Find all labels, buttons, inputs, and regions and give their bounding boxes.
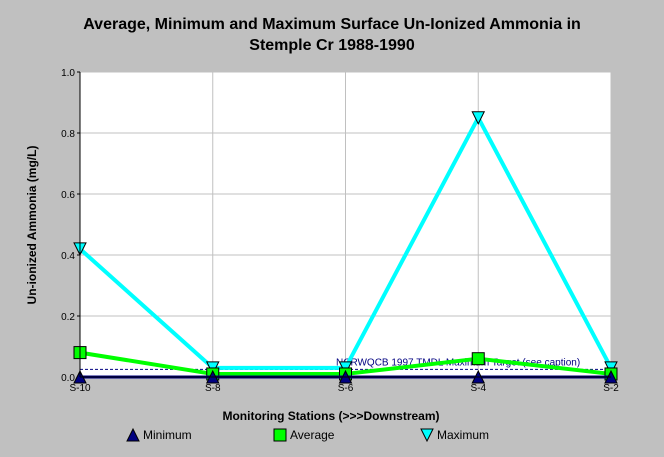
legend-marker-maximum [420, 428, 434, 443]
x-tick-label: S-6 [338, 383, 354, 394]
y-tick-label: 0.8 [61, 129, 75, 140]
y-tick-label: 0.0 [61, 373, 75, 384]
x-tick-label: S-8 [205, 383, 221, 394]
point-average [471, 352, 485, 366]
legend-label-maximum: Maximum [437, 428, 489, 442]
y-tick-label: 0.2 [61, 312, 75, 323]
y-axis-title: Un-ionized Ammonia (mg/L) [25, 146, 39, 305]
x-tick-label: S-4 [470, 383, 486, 394]
chart-title-line-1: Average, Minimum and Maximum Surface Un-… [83, 16, 581, 33]
legend-marker-minimum [126, 427, 140, 442]
point-maximum [471, 111, 486, 125]
legend-label-average: Average [290, 428, 335, 442]
chart-title-line-2: Stemple Cr 1988-1990 [249, 37, 415, 54]
y-tick-label: 0.4 [61, 251, 75, 262]
chart-title: Average, Minimum and Maximum Surface Un-… [0, 14, 664, 56]
legend-label-minimum: Minimum [143, 428, 192, 442]
y-tick-label: 1.0 [61, 68, 75, 79]
x-tick-labels: S-10 S-8 S-6 S-4 S-2 [69, 383, 619, 394]
x-tick-label: S-10 [69, 383, 91, 394]
y-tick-label: 0.6 [61, 190, 75, 201]
legend: Minimum Average Maximum [126, 427, 489, 443]
x-tick-label: S-2 [603, 383, 619, 394]
grid-lines [80, 71, 612, 377]
x-axis-title: Monitoring Stations (>>>Downstream) [222, 409, 439, 423]
y-tick-labels: 0.0 0.2 0.4 0.6 0.8 1.0 [61, 68, 80, 384]
legend-marker-average [273, 428, 287, 442]
